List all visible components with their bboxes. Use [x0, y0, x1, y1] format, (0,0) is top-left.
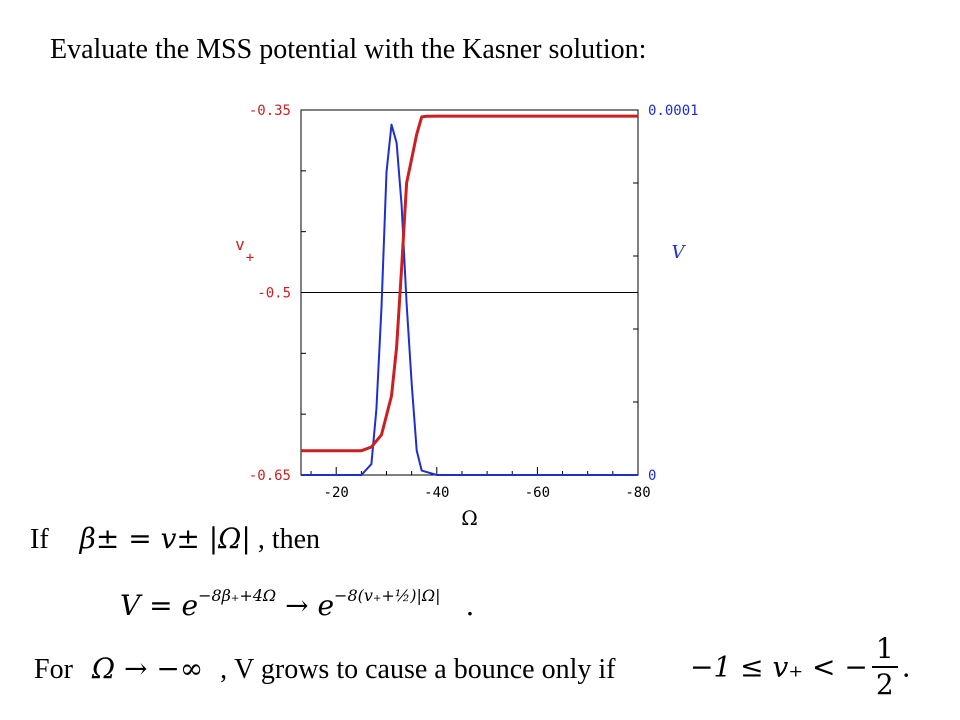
- potential-formula: V = e−8β₊+4Ω → e−8(v₊+½)|Ω| .: [120, 586, 474, 622]
- right-tick-label: 0: [648, 468, 656, 484]
- x-axis-label: Ω: [461, 506, 478, 530]
- if-formula: β± = v± |Ω|: [79, 522, 251, 555]
- x-tick-label: -80: [625, 485, 650, 501]
- series-V-line: [301, 123, 638, 476]
- potential-lhs: V = e: [120, 589, 199, 622]
- if-suffix: , then: [257, 524, 321, 555]
- left-axis-label-subscript: +: [246, 250, 254, 266]
- right-axis-label: V: [672, 242, 687, 263]
- condition-period: .: [901, 650, 911, 684]
- potential-exp2: −8(v₊+½)|Ω|: [334, 586, 441, 605]
- left-tick-label: -0.5: [257, 286, 291, 302]
- bounce-condition: −1 ≤ v₊ < −1 2.: [690, 632, 911, 702]
- left-tick-label: -0.35: [249, 103, 291, 119]
- if-line: If β± = v± |Ω| , then: [30, 522, 320, 556]
- right-tick-label: 0.0001: [648, 103, 699, 119]
- fraction-denominator: 2: [875, 668, 894, 701]
- for-line: For Ω → −∞ , V grows to cause a bounce o…: [34, 652, 615, 686]
- condition-lhs: −1 ≤ v₊ < −: [690, 650, 868, 684]
- potential-exp1: −8β₊+4Ω: [198, 586, 277, 605]
- potential-arrow: → e: [285, 589, 335, 622]
- x-tick-label: -20: [324, 485, 349, 501]
- x-tick-label: -40: [424, 485, 449, 501]
- x-tick-label: -60: [525, 485, 550, 501]
- for-limit-formula: Ω → −∞: [91, 652, 204, 685]
- left-axis-label: v: [235, 235, 245, 254]
- slide-title: Evaluate the MSS potential with the Kasn…: [50, 34, 647, 65]
- potential-period: .: [465, 589, 475, 622]
- for-middle-text: , V grows to cause a bounce only if: [220, 654, 616, 685]
- for-prefix: For: [34, 654, 73, 685]
- series-vplus-line: [301, 114, 638, 453]
- fraction-numerator: 1: [871, 632, 898, 668]
- if-prefix: If: [30, 524, 49, 555]
- left-tick-label: -0.65: [249, 468, 291, 484]
